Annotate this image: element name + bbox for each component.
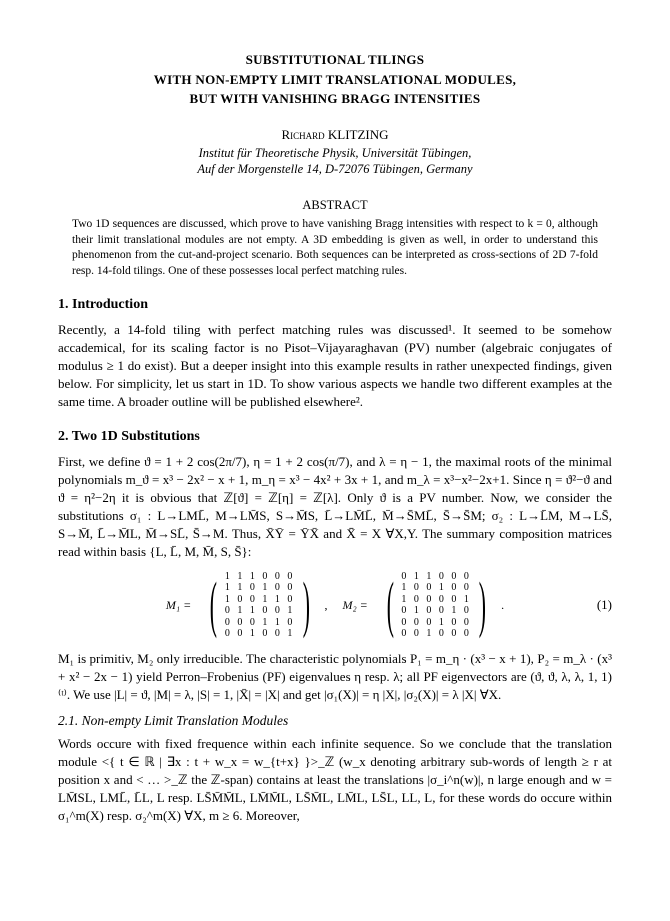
academic-paper-page: SUBSTITUTIONAL TILINGS WITH NON-EMPTY LI… bbox=[0, 0, 670, 921]
equation-number: (1) bbox=[597, 597, 612, 613]
affiliation-line-2: Auf der Morgenstelle 14, D-72076 Tübinge… bbox=[197, 162, 472, 176]
equation-1: M₁ = ( 1 1 1 0 0 0 1 1 0 1 0 0 1 0 0 1 1… bbox=[58, 571, 612, 640]
abstract-heading: ABSTRACT bbox=[58, 198, 612, 213]
right-paren-icon: ) bbox=[303, 579, 310, 632]
matrix-m2: ( 0 1 1 0 0 0 1 0 0 1 0 0 1 0 0 0 0 1 0 … bbox=[380, 571, 493, 640]
section-2-para-1: First, we define ϑ = 1 + 2 cos(2π/7), η … bbox=[58, 453, 612, 561]
right-paren-icon: ) bbox=[479, 579, 486, 632]
m2-rows: 0 1 1 0 0 0 1 0 0 1 0 0 1 0 0 0 0 1 0 1 … bbox=[400, 571, 472, 640]
m1-rows: 1 1 1 0 0 0 1 1 0 1 0 0 1 0 0 1 1 0 0 1 … bbox=[224, 571, 296, 640]
affiliation-line-1: Institut für Theoretische Physik, Univer… bbox=[199, 146, 472, 160]
section-1-heading: 1. Introduction bbox=[58, 297, 612, 313]
title-line-2: WITH NON-EMPTY LIMIT TRANSLATIONAL MODUL… bbox=[58, 70, 612, 90]
affiliation: Institut für Theoretische Physik, Univer… bbox=[58, 145, 612, 179]
subsection-21-para: Words occure with fixed frequence within… bbox=[58, 735, 612, 825]
title-line-1: SUBSTITUTIONAL TILINGS bbox=[58, 50, 612, 70]
left-paren-icon: ( bbox=[210, 579, 217, 632]
matrix-period: . bbox=[501, 598, 504, 613]
matrix-separator: , bbox=[325, 598, 343, 613]
section-1-para: Recently, a 14-fold tiling with perfect … bbox=[58, 321, 612, 411]
m1-label: M₁ = bbox=[166, 598, 191, 613]
title-line-3: BUT WITH VANISHING BRAGG INTENSITIES bbox=[58, 89, 612, 109]
matrix-m1: ( 1 1 1 0 0 0 1 1 0 1 0 0 1 0 0 1 1 0 0 … bbox=[203, 571, 316, 640]
left-paren-icon: ( bbox=[386, 579, 393, 632]
abstract-text: Two 1D sequences are discussed, which pr… bbox=[58, 217, 612, 279]
section-2-heading: 2. Two 1D Substitutions bbox=[58, 429, 612, 445]
m2-label: M₂ = bbox=[343, 598, 368, 613]
section-2-para-2: M₁ is primitiv, M₂ only irreducible. The… bbox=[58, 650, 612, 704]
author-name: Richard KLITZING bbox=[58, 127, 612, 143]
title-block: SUBSTITUTIONAL TILINGS WITH NON-EMPTY LI… bbox=[58, 50, 612, 109]
subsection-21-heading: 2.1. Non-empty Limit Translation Modules bbox=[58, 713, 612, 729]
